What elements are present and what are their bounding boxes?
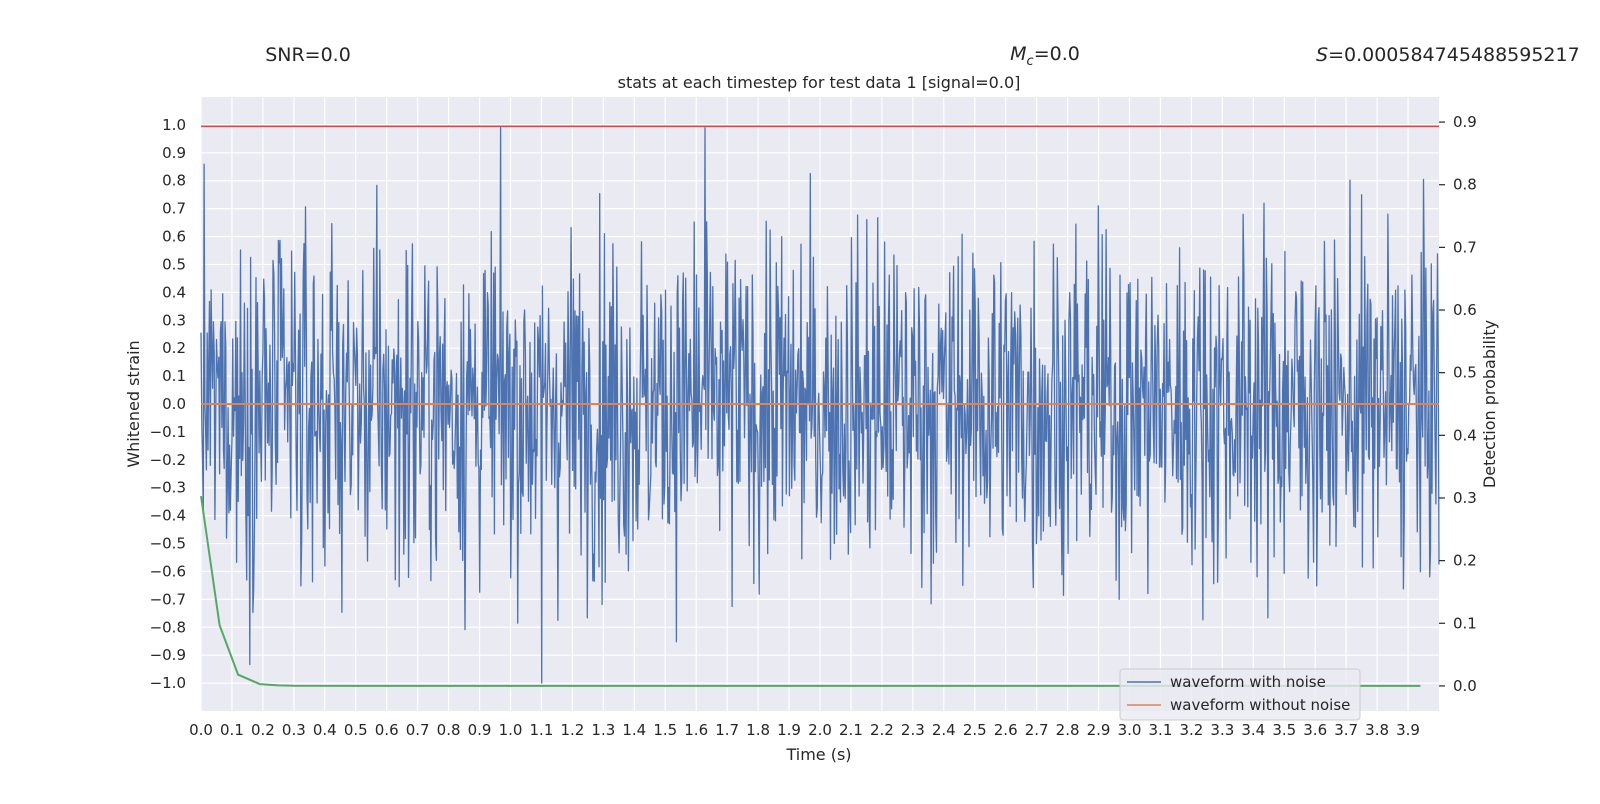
- y-tick-label: −0.4: [150, 507, 186, 525]
- x-tick-label: 0.6: [375, 721, 399, 739]
- x-tick-label: 2.6: [994, 721, 1018, 739]
- y-tick-label: −0.7: [150, 590, 186, 608]
- x-tick-label: 0.0: [189, 721, 213, 739]
- right-y-tick-label: 0.1: [1453, 614, 1477, 632]
- y-tick-label: −0.9: [150, 646, 186, 664]
- x-tick-label: 3.9: [1396, 721, 1420, 739]
- y-axis-label: Whitened strain: [124, 340, 143, 467]
- y-tick-label: 0.1: [162, 367, 186, 385]
- x-tick-label: 1.7: [715, 721, 739, 739]
- s-label: S=0.000584745488595217: [1316, 44, 1580, 66]
- chart-title: stats at each timestep for test data 1 […: [618, 73, 1021, 92]
- legend-label-noise: waveform with noise: [1170, 673, 1326, 691]
- x-tick-label: 0.4: [313, 721, 337, 739]
- x-tick-label: 2.7: [1025, 721, 1049, 739]
- y-tick-label: −1.0: [150, 674, 186, 692]
- x-tick-label: 1.8: [746, 721, 770, 739]
- series-noise-line: [200, 127, 1440, 684]
- series-layer: [200, 125, 1440, 687]
- right-y-axis-label: Detection probability: [1480, 320, 1499, 488]
- y-tick-label: 0.9: [162, 144, 186, 162]
- right-y-tick-label: 0.2: [1453, 552, 1477, 570]
- y-tick-label: 1.0: [162, 116, 186, 134]
- y-tick-label: 0.7: [162, 200, 186, 218]
- x-tick-label: 3.3: [1210, 721, 1234, 739]
- x-tick-label: 1.4: [622, 721, 646, 739]
- x-tick-label: 2.4: [932, 721, 956, 739]
- y-tick-label: 0.5: [162, 255, 186, 273]
- x-axis-label: Time (s): [785, 745, 851, 764]
- y-tick-label: 0.8: [162, 172, 186, 190]
- x-tick-label: 1.6: [684, 721, 708, 739]
- y-tick-label: 0.4: [162, 283, 186, 301]
- x-tick-label: 0.2: [251, 721, 275, 739]
- right-y-tick-label: 0.6: [1453, 301, 1477, 319]
- right-y-tick-labels: 0.0 0.1 0.2 0.3 0.4 0.5 0.6 0.7 0.8 0.9: [1439, 113, 1477, 695]
- y-tick-label: −0.3: [150, 479, 186, 497]
- series-probability-line: [200, 495, 1421, 687]
- x-tick-label: 1.9: [777, 721, 801, 739]
- y-tick-label: −0.2: [150, 451, 186, 469]
- y-tick-label: −0.5: [150, 535, 186, 553]
- x-tick-label: 1.0: [499, 721, 523, 739]
- y-tick-label: −0.1: [150, 423, 186, 441]
- x-tick-label: 3.1: [1149, 721, 1173, 739]
- y-tick-label: −0.6: [150, 562, 186, 580]
- right-y-tick-label: 0.7: [1453, 238, 1477, 256]
- x-tick-label: 0.9: [468, 721, 492, 739]
- x-tick-label: 3.2: [1179, 721, 1203, 739]
- x-tick-label: 3.6: [1303, 721, 1327, 739]
- x-tick-label: 0.5: [344, 721, 368, 739]
- right-y-tick-label: 0.0: [1453, 677, 1477, 695]
- mc-label: Mc=0.0: [1010, 43, 1080, 69]
- x-tick-label: 0.8: [437, 721, 461, 739]
- y-tick-label: 0.3: [162, 311, 186, 329]
- right-y-tick-label: 0.5: [1453, 364, 1477, 382]
- y-tick-label: 0.0: [162, 395, 186, 413]
- x-tick-label: 3.5: [1272, 721, 1296, 739]
- x-tick-label: 2.3: [901, 721, 925, 739]
- legend-label-clean: waveform without noise: [1170, 696, 1350, 714]
- x-tick-label: 3.8: [1365, 721, 1389, 739]
- x-tick-label: 0.3: [282, 721, 306, 739]
- x-tick-label: 2.1: [839, 721, 863, 739]
- y-tick-labels: −1.0 −0.9 −0.8 −0.7 −0.6 −0.5 −0.4 −0.3 −0.2 −0.1…: [150, 116, 186, 692]
- legend: waveform with noise waveform without noi…: [1119, 668, 1361, 721]
- x-tick-label: 0.7: [406, 721, 430, 739]
- x-tick-label: 1.5: [653, 721, 677, 739]
- right-y-tick-label: 0.3: [1453, 489, 1477, 507]
- x-tick-label: 0.1: [220, 721, 244, 739]
- right-y-tick-label: 0.9: [1453, 113, 1477, 131]
- x-tick-label: 3.7: [1334, 721, 1358, 739]
- legend-box: [1119, 668, 1361, 721]
- x-tick-label: 3.4: [1241, 721, 1265, 739]
- x-tick-label: 1.3: [591, 721, 615, 739]
- x-tick-label: 2.2: [870, 721, 894, 739]
- x-tick-label: 2.9: [1087, 721, 1111, 739]
- x-tick-label: 1.1: [530, 721, 554, 739]
- snr-label: SNR=0.0: [265, 44, 351, 66]
- x-tick-labels: 0.0 0.1 0.2 0.3 0.4 0.5 0.6 0.7 0.8 0.9 1.0 1.1 1.2 1…: [189, 721, 1420, 739]
- right-y-tick-label: 0.8: [1453, 176, 1477, 194]
- y-tick-label: 0.6: [162, 228, 186, 246]
- x-tick-label: 1.2: [560, 721, 584, 739]
- y-tick-label: 0.2: [162, 339, 186, 357]
- y-tick-label: −0.8: [150, 618, 186, 636]
- x-tick-label: 2.0: [808, 721, 832, 739]
- x-tick-label: 3.0: [1118, 721, 1142, 739]
- x-tick-label: 2.5: [963, 721, 987, 739]
- right-y-tick-label: 0.4: [1453, 426, 1477, 444]
- x-tick-label: 2.8: [1056, 721, 1080, 739]
